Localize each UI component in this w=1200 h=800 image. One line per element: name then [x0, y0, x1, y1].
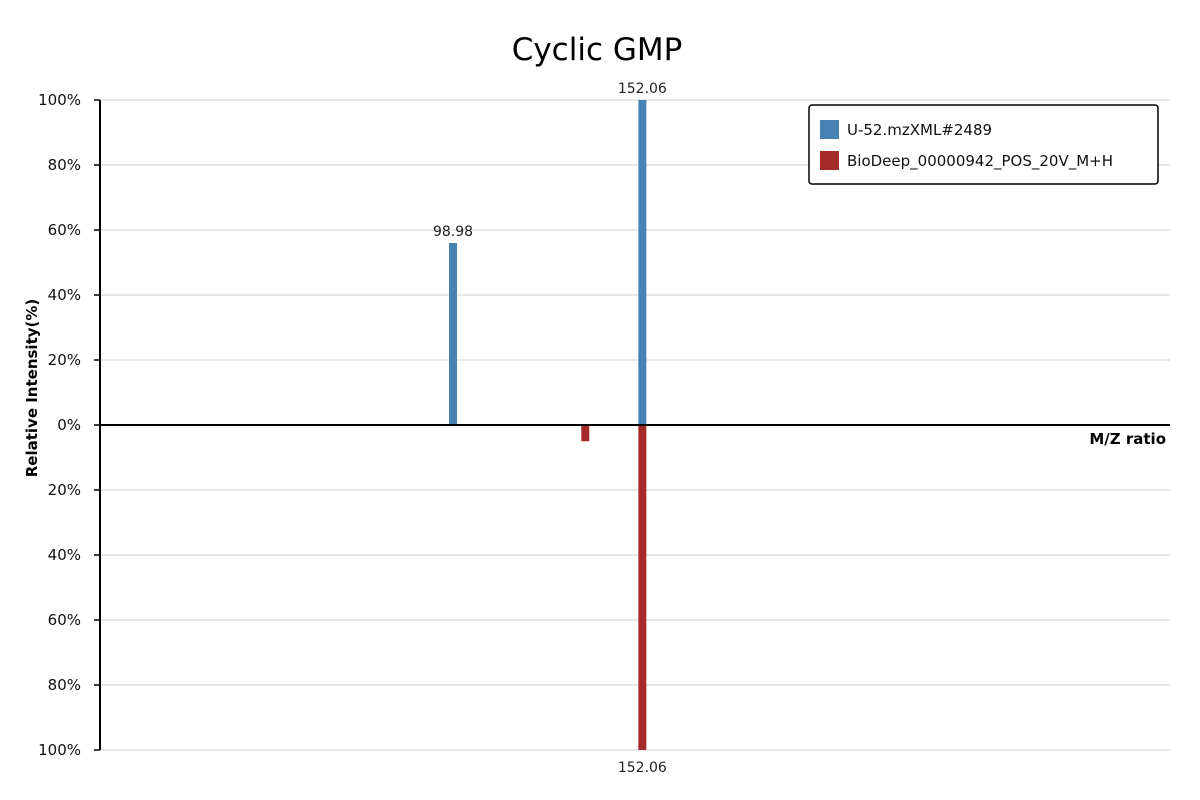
chart-title: Cyclic GMP — [512, 32, 683, 68]
legend-label-1: U-52.mzXML#2489 — [847, 121, 992, 139]
legend: U-52.mzXML#2489 BioDeep_00000942_POS_20V… — [808, 104, 1159, 185]
y-tick-label: 80% — [48, 156, 81, 174]
x-axis-label: M/Z ratio — [1089, 430, 1166, 448]
peak-bar-2 — [638, 425, 647, 750]
legend-swatch-1 — [820, 120, 839, 139]
y-tick-label: 20% — [48, 481, 81, 499]
peak-label: 98.98 — [433, 224, 473, 240]
y-tick-label: 100% — [38, 91, 81, 109]
y-tick-label: 40% — [48, 286, 81, 304]
y-axis-label: Relative Intensity(%) — [23, 299, 41, 478]
y-tick-labels: 100% 80% 60% 40% 20% 0% 20% 40% 60% 80% 100% — [38, 91, 100, 759]
data-labels: 98.98 152.06 152.06 — [433, 81, 667, 776]
y-tick-label: 0% — [57, 416, 81, 434]
y-tick-label: 20% — [48, 351, 81, 369]
peak-label: 152.06 — [618, 81, 667, 97]
legend-box — [808, 104, 1159, 185]
peak-bar-2 — [581, 425, 590, 442]
legend-swatch-2 — [820, 151, 839, 170]
peak-label: 152.06 — [618, 760, 667, 776]
grid-lines — [100, 99, 1170, 751]
y-tick-label: 40% — [48, 546, 81, 564]
y-tick-label: 60% — [48, 611, 81, 629]
legend-label-2: BioDeep_00000942_POS_20V_M+H — [847, 152, 1113, 171]
y-tick-label: 80% — [48, 676, 81, 694]
axes — [99, 100, 1170, 750]
y-tick-label: 100% — [38, 741, 81, 759]
peak-bars — [449, 100, 647, 750]
peak-bar-1 — [638, 100, 647, 425]
y-tick-label: 60% — [48, 221, 81, 239]
peak-bar-1 — [449, 243, 458, 425]
